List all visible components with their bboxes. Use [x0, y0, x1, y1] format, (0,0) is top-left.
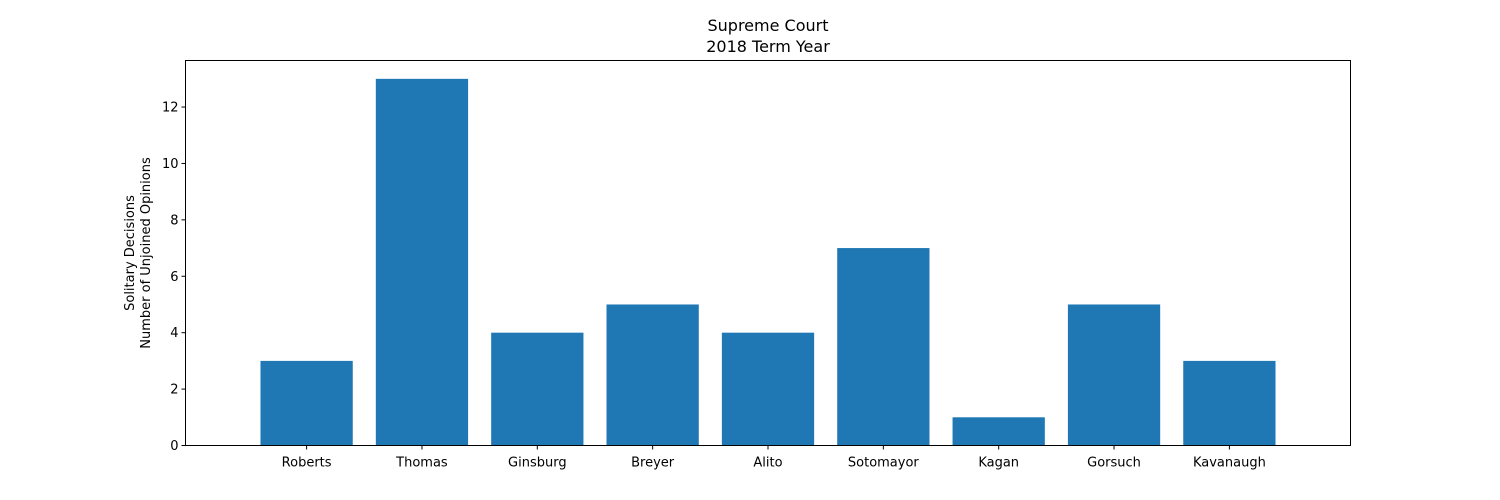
y-axis-label-line-1: Solitary Decisions [123, 195, 138, 311]
y-tick-label: 0 [170, 439, 178, 454]
x-tick-label: Gorsuch [1087, 456, 1141, 471]
x-tick-label: Roberts [282, 456, 332, 471]
y-tick-label: 12 [162, 101, 179, 116]
bars-layer [260, 78, 1276, 446]
x-tick-label: Ginsburg [508, 456, 567, 471]
plot-frame [185, 60, 1351, 446]
x-tick-label: Thomas [395, 456, 448, 471]
bar-gorsuch [1067, 304, 1161, 446]
x-tick-label: Kavanaugh [1193, 456, 1266, 471]
y-tick-label: 10 [162, 157, 179, 172]
bar-ginsburg [491, 332, 584, 446]
x-tick-label: Sotomayor [848, 456, 920, 471]
bar-thomas [375, 78, 469, 446]
bar-sotomayor [837, 248, 930, 446]
y-tick-label: 6 [170, 270, 178, 285]
bar-breyer [606, 304, 699, 446]
x-tick-label: Breyer [631, 456, 675, 471]
bar-roberts [260, 360, 353, 446]
x-axis-ticks: Roberts Thomas Ginsburg Breyer Alito Sotomayo… [282, 445, 1266, 471]
y-axis-ticks: 0 2 4 6 8 10 12 [162, 101, 186, 454]
y-tick-label: 4 [170, 326, 178, 341]
x-tick-label: Kagan [978, 456, 1019, 471]
bar-alito [721, 332, 815, 446]
y-tick-label: 8 [170, 213, 178, 228]
y-tick-label: 2 [170, 383, 178, 398]
chart-title-line-2: 2018 Term Year [706, 37, 830, 56]
y-axis-label-line-2: Number of Unjoined Opinions [139, 157, 154, 349]
bar-kavanaugh [1183, 360, 1276, 446]
chart-title-line-1: Supreme Court [708, 16, 829, 35]
x-tick-label: Alito [753, 456, 782, 471]
bar-kagan [952, 417, 1045, 446]
